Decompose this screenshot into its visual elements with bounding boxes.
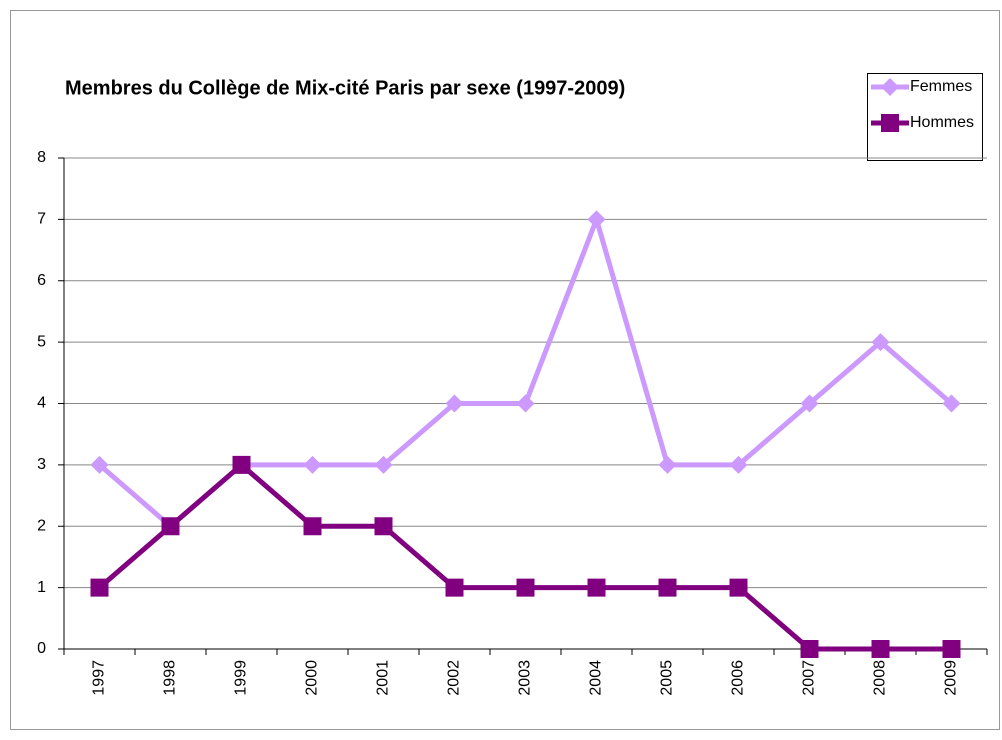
x-tick-label: 1999: [233, 660, 250, 696]
data-point: [729, 578, 748, 597]
data-point: [658, 578, 677, 597]
legend-marker: [881, 114, 899, 132]
data-point: [374, 517, 393, 536]
data-point: [942, 640, 961, 658]
x-tick-label: 2000: [304, 660, 321, 696]
y-tick-label: 6: [37, 272, 46, 289]
data-point: [871, 640, 890, 658]
chart-border: [10, 10, 1000, 730]
data-point: [303, 455, 322, 474]
data-point: [90, 578, 109, 597]
x-tick-label: 2006: [730, 660, 747, 696]
data-point: [232, 455, 251, 474]
x-tick-label: 2007: [801, 660, 818, 696]
data-point: [871, 333, 890, 352]
data-point: [445, 394, 464, 413]
data-point: [161, 517, 180, 536]
x-tick-label: 2001: [375, 660, 392, 696]
x-tick-label: 1997: [91, 660, 108, 696]
y-tick-label: 3: [37, 456, 46, 473]
data-point: [516, 394, 535, 413]
y-tick-label: 5: [37, 333, 46, 350]
x-tick-label: 2004: [588, 660, 605, 696]
y-tick-label: 1: [37, 579, 46, 596]
legend-marker: [881, 78, 899, 96]
y-tick-label: 4: [37, 395, 46, 412]
data-point: [942, 394, 961, 413]
data-point: [587, 578, 606, 597]
legend-label: Hommes: [910, 114, 974, 131]
x-tick-label: 2008: [872, 660, 889, 696]
x-tick-label: 2005: [659, 660, 676, 696]
x-tick-label: 2002: [446, 660, 463, 696]
data-point: [516, 578, 535, 597]
y-tick-label: 0: [37, 640, 46, 657]
y-tick-label: 7: [37, 211, 46, 228]
chart-title: Membres du Collège de Mix-cité Paris par…: [65, 77, 625, 99]
y-tick-label: 8: [37, 149, 46, 166]
data-point: [729, 455, 748, 474]
y-tick-label: 2: [37, 517, 46, 534]
data-point: [800, 640, 819, 658]
x-tick-label: 1998: [162, 660, 179, 696]
x-tick-label: 2003: [517, 660, 534, 696]
x-tick-label: 2009: [943, 660, 960, 696]
data-point: [658, 455, 677, 474]
data-point: [303, 517, 322, 536]
data-point: [90, 455, 109, 474]
legend-label: Femmes: [910, 78, 972, 95]
data-point: [587, 210, 606, 229]
data-point: [445, 578, 464, 597]
data-point: [800, 394, 819, 413]
data-point: [374, 455, 393, 474]
